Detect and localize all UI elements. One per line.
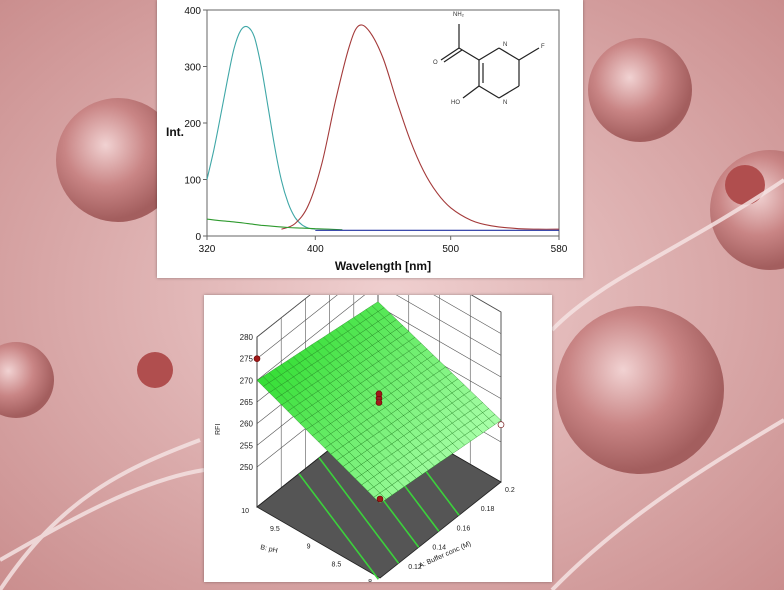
- z-tick-label: 270: [240, 376, 254, 385]
- virus-particle-right: [556, 306, 724, 474]
- series-line-emission: [281, 24, 560, 230]
- x-tick-label: 500: [442, 244, 459, 255]
- x-tick-label: 320: [199, 244, 216, 255]
- y-tick-label: 8: [368, 579, 372, 582]
- y-tick-label: 200: [184, 119, 201, 130]
- y-tick-label: 10: [241, 508, 249, 515]
- z-tick-label: 280: [240, 333, 254, 342]
- contour-line: [298, 473, 380, 580]
- x-tick-label: 580: [551, 244, 568, 255]
- atom-label: O: [433, 60, 438, 66]
- spiky-virus-left: [137, 352, 173, 388]
- y-tick-label: 9.5: [270, 526, 280, 533]
- z-tick-label: 275: [240, 355, 254, 364]
- y-tick-label: 8.5: [332, 561, 342, 568]
- y-tick-label: 100: [184, 176, 201, 187]
- atom-label: HO: [451, 100, 460, 106]
- y-axis-label: Int.: [166, 125, 184, 139]
- x-tick-label: 0.16: [457, 525, 471, 532]
- y-tick-label: 300: [184, 63, 201, 74]
- surface-cell: [371, 301, 385, 312]
- x-tick-label: 0.14: [432, 545, 446, 552]
- design-point: [375, 390, 383, 398]
- series-line-excitation: [206, 25, 316, 230]
- z-gridline: [256, 295, 502, 381]
- x-axis-label: Wavelength [nm]: [335, 259, 431, 273]
- atom-label: N: [503, 42, 507, 48]
- z-axis-label: RFI: [215, 424, 222, 435]
- z-gridline: [256, 295, 502, 338]
- z-tick-label: 260: [240, 420, 254, 429]
- x-tick-label: 400: [307, 244, 324, 255]
- x-tick-label: 0.18: [481, 506, 495, 513]
- z-tick-label: 255: [240, 441, 254, 450]
- z-gridline: [256, 295, 502, 359]
- design-point: [497, 421, 505, 428]
- design-point: [253, 355, 261, 362]
- x-tick-label: 0.2: [505, 487, 515, 494]
- spiky-virus-right: [725, 165, 765, 205]
- atom-label: N: [503, 100, 507, 106]
- virus-particle-left: [56, 98, 180, 222]
- z-tick-label: 265: [240, 398, 254, 407]
- contour-line: [318, 457, 400, 564]
- inset-molecule-structure: [440, 24, 540, 99]
- dna-helix-left: [0, 438, 205, 590]
- design-point: [376, 495, 384, 503]
- atom-label: NH₂: [453, 12, 465, 18]
- y-tick-label: 400: [184, 6, 201, 17]
- atom-label: F: [541, 44, 545, 50]
- dna-helix-right: [550, 178, 784, 590]
- series-line-blank: [206, 218, 343, 231]
- x-tick-label: 0.12: [408, 564, 422, 571]
- y-tick-label: 0: [195, 232, 201, 243]
- fluorescence-spectrum-chart: 0 100 200 300 400 320 400 500 580 Int. Waveleng…: [166, 6, 568, 273]
- y-axis-label: B: pH: [260, 544, 279, 555]
- virus-particle-top-right: [588, 38, 692, 142]
- y-tick-label: 9: [307, 544, 311, 551]
- spectrum-panel: 0 100 200 300 400 320 400 500 580 Int. Waveleng…: [157, 0, 583, 278]
- virus-particle-small-left: [0, 342, 54, 418]
- z-tick-label: 250: [240, 463, 254, 472]
